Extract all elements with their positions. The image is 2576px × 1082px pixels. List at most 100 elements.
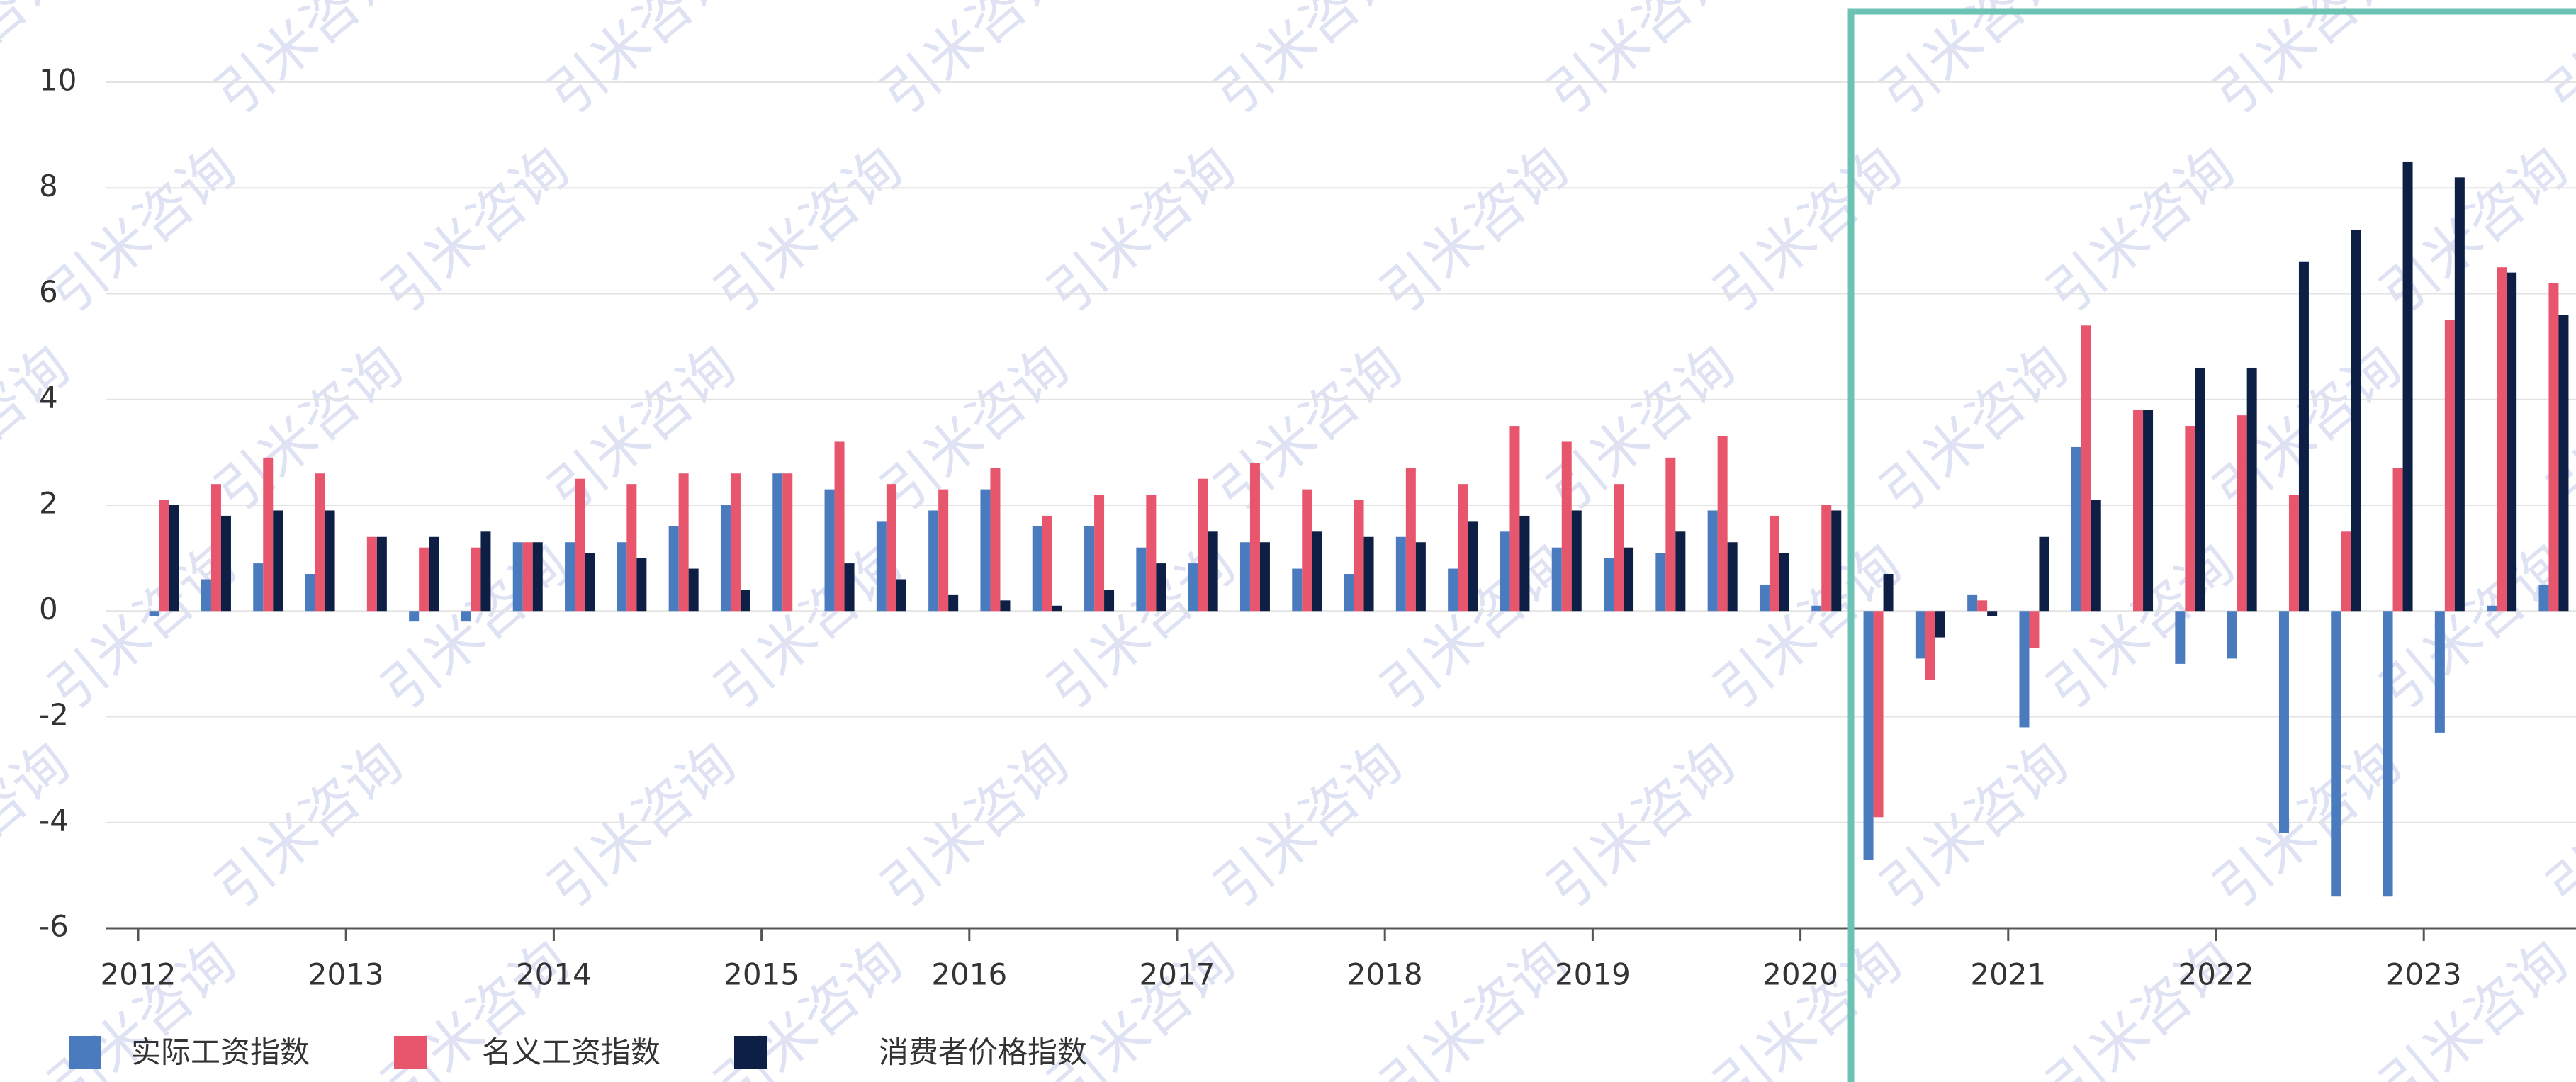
- bar: [2341, 531, 2351, 612]
- watermark: 引米咨询: [537, 731, 748, 923]
- bar: [1665, 457, 1676, 612]
- bar: [1561, 441, 1572, 612]
- bar: [2487, 605, 2497, 612]
- bar: [1500, 531, 1510, 612]
- bar: [366, 536, 377, 612]
- bar: [668, 526, 679, 612]
- bar: [1675, 531, 1686, 612]
- bar: [1571, 510, 1582, 612]
- bar: [1967, 594, 1978, 612]
- bar: [1292, 568, 1303, 612]
- bar: [419, 547, 429, 612]
- bar: [471, 547, 481, 612]
- bar: [1104, 590, 1115, 612]
- plot-area: -6 -4 -2 0 2 4 6 8 10 2012 2013 2014 2015 2016 2017 201…: [39, 63, 2576, 1070]
- bar: [1448, 568, 1458, 612]
- bar: [2331, 611, 2341, 897]
- bar: [273, 510, 283, 612]
- legend-label: 实际工资指数: [131, 1035, 310, 1070]
- bar: [2237, 415, 2247, 612]
- watermark: 引米咨询: [1203, 731, 1414, 923]
- bar: [2091, 500, 2101, 612]
- bar: [2071, 446, 2081, 612]
- bar: [2246, 367, 2257, 612]
- bar: [1249, 463, 1260, 612]
- bar: [1136, 547, 1147, 612]
- bar: [169, 505, 179, 612]
- x-tick-label: 2020: [1762, 957, 1838, 992]
- bar: [1509, 426, 1520, 612]
- x-tick-label: 2016: [931, 957, 1007, 992]
- bar: [2019, 611, 2030, 728]
- bar: [1707, 510, 1718, 612]
- bar: [1779, 553, 1789, 612]
- watermark: 引米咨询: [2036, 136, 2246, 327]
- bar: [1863, 611, 1874, 860]
- bar: [2434, 611, 2445, 733]
- bar: [2288, 495, 2299, 612]
- legend-swatch: [394, 1036, 427, 1069]
- bar: [772, 473, 783, 612]
- bar: [1519, 515, 1530, 612]
- bar: [409, 611, 420, 622]
- watermark: 引米咨询: [704, 136, 914, 327]
- bar: [990, 468, 1001, 612]
- y-tick-label: 6: [39, 274, 58, 309]
- bar: [2298, 261, 2309, 612]
- y-tick-label: 8: [39, 169, 58, 203]
- bar: [834, 441, 845, 612]
- bar: [2039, 536, 2049, 612]
- watermark: 引米咨询: [537, 0, 748, 128]
- x-tick-label: 2015: [724, 957, 799, 992]
- bar: [1146, 495, 1157, 612]
- bar: [2351, 230, 2361, 612]
- bar: [1655, 553, 1666, 612]
- bar: [1363, 536, 1374, 612]
- bar: [1415, 542, 1426, 612]
- watermark: 引米咨询: [204, 0, 415, 128]
- bar: [688, 568, 699, 612]
- watermark: 引米咨询: [2036, 930, 2246, 1082]
- bar: [575, 478, 585, 612]
- y-tick-label: 0: [39, 592, 58, 626]
- bar: [2454, 177, 2465, 612]
- bar: [938, 489, 949, 612]
- bar: [315, 473, 325, 612]
- x-tick-label: 2019: [1555, 957, 1631, 992]
- bar: [1883, 574, 1894, 612]
- watermark: 引米咨询: [204, 731, 415, 923]
- bar: [1312, 531, 1322, 612]
- bar: [844, 563, 855, 612]
- bar: [2133, 410, 2144, 612]
- bar: [325, 510, 335, 612]
- bar: [253, 563, 264, 612]
- watermark: 引米咨询: [2369, 136, 2576, 327]
- bar: [1873, 611, 1884, 818]
- bar: [2195, 367, 2205, 612]
- bar: [1405, 468, 1416, 612]
- x-tick-label: 2018: [1347, 957, 1423, 992]
- watermark: 引米咨询: [1203, 0, 1414, 128]
- bar: [1354, 500, 1364, 612]
- bar: [1915, 611, 1925, 659]
- bar: [617, 542, 627, 612]
- bar: [2444, 320, 2455, 612]
- bar: [1188, 563, 1198, 612]
- watermark: 引米咨询: [1703, 930, 1913, 1082]
- bar: [461, 611, 471, 622]
- bar: [2558, 315, 2569, 612]
- bar: [2402, 161, 2413, 612]
- bar: [2383, 611, 2393, 897]
- x-tick-label: 2012: [101, 957, 176, 992]
- bar: [928, 510, 939, 612]
- watermark: 引米咨询: [2369, 930, 2576, 1082]
- bar: [2507, 272, 2517, 612]
- bar: [1302, 489, 1312, 612]
- bar: [636, 558, 647, 612]
- bar: [201, 579, 211, 612]
- bar: [2185, 426, 2195, 612]
- bar: [376, 536, 387, 612]
- bar: [1821, 505, 1832, 612]
- bar: [782, 473, 793, 612]
